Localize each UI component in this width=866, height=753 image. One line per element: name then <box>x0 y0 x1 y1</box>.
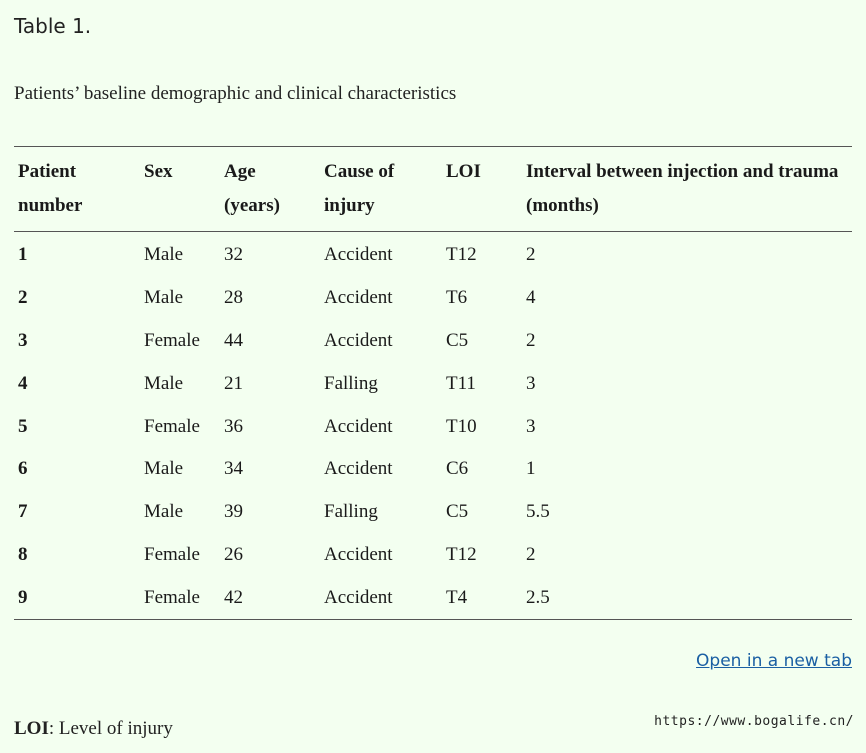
table-body: 1 Male 32 Accident T12 2 2 Male 28 Accid… <box>14 232 852 620</box>
sex-cell: Male <box>144 372 184 394</box>
cause-cell: Accident <box>324 543 393 565</box>
interval-cell: 2 <box>526 244 536 266</box>
age-cell: 44 <box>224 329 243 351</box>
table-row: 4 Male 21 Falling T11 3 <box>14 362 852 405</box>
sex-cell: Female <box>144 586 200 608</box>
table-label: Table 1. <box>14 14 92 38</box>
loi-cell: T12 <box>446 543 477 565</box>
age-cell: 39 <box>224 501 243 523</box>
patient-number: 3 <box>18 329 28 351</box>
table-row: 5 Female 36 Accident T10 3 <box>14 405 852 448</box>
patient-number: 4 <box>18 372 28 394</box>
cause-cell: Accident <box>324 244 393 266</box>
table-row: 3 Female 44 Accident C5 2 <box>14 320 852 363</box>
table-row: 6 Male 34 Accident C6 1 <box>14 448 852 491</box>
interval-cell: 5.5 <box>526 501 550 523</box>
loi-cell: T10 <box>446 415 477 437</box>
loi-cell: C6 <box>446 458 469 480</box>
table-row: 7 Male 39 Falling C5 5.5 <box>14 491 852 534</box>
age-cell: 42 <box>224 586 243 608</box>
sex-cell: Male <box>144 287 184 309</box>
footnote-definition: : Level of injury <box>48 718 173 739</box>
interval-cell: 2.5 <box>526 586 550 608</box>
age-cell: 26 <box>224 543 243 565</box>
cause-cell: Falling <box>324 501 378 523</box>
age-cell: 28 <box>224 287 243 309</box>
header-age: Age (years) <box>224 161 280 216</box>
interval-cell: 3 <box>526 372 536 394</box>
loi-cell: T6 <box>446 287 468 309</box>
sex-cell: Male <box>144 501 184 523</box>
patient-number: 7 <box>18 501 28 523</box>
header-interval: Interval between injection and trauma (m… <box>526 161 839 216</box>
table-header: Patient number Sex Age (years) Cause of … <box>14 146 852 232</box>
table-row: 1 Male 32 Accident T12 2 <box>14 232 852 277</box>
header-cause: Cause of injury <box>324 161 395 216</box>
patient-number: 8 <box>18 543 28 565</box>
table-caption: Patients’ baseline demographic and clini… <box>14 83 457 104</box>
age-cell: 34 <box>224 458 243 480</box>
age-cell: 21 <box>224 372 243 394</box>
cause-cell: Accident <box>324 458 393 480</box>
interval-cell: 3 <box>526 415 536 437</box>
age-cell: 36 <box>224 415 243 437</box>
table-row: 2 Male 28 Accident T6 4 <box>14 277 852 320</box>
interval-cell: 1 <box>526 458 536 480</box>
interval-cell: 2 <box>526 329 536 351</box>
header-patient-number: Patient number <box>18 161 83 216</box>
sex-cell: Male <box>144 458 184 480</box>
patient-number: 9 <box>18 586 28 608</box>
cause-cell: Accident <box>324 329 393 351</box>
patient-number: 6 <box>18 458 28 480</box>
sex-cell: Female <box>144 329 200 351</box>
patient-number: 1 <box>18 244 28 266</box>
header-row: Patient number Sex Age (years) Cause of … <box>14 146 852 232</box>
patient-number: 5 <box>18 415 28 437</box>
open-in-new-tab-link[interactable]: Open in a new tab <box>696 651 852 671</box>
table-row: 9 Female 42 Accident T4 2.5 <box>14 576 852 620</box>
loi-cell: T4 <box>446 586 468 608</box>
cause-cell: Accident <box>324 287 393 309</box>
cause-cell: Accident <box>324 415 393 437</box>
sex-cell: Male <box>144 244 184 266</box>
loi-cell: T11 <box>446 372 476 394</box>
table-row: 8 Female 26 Accident T12 2 <box>14 534 852 577</box>
cause-cell: Accident <box>324 586 393 608</box>
interval-cell: 4 <box>526 287 536 309</box>
watermark: https://www.bogalife.cn/ <box>654 714 854 729</box>
loi-cell: C5 <box>446 501 469 523</box>
interval-cell: 2 <box>526 543 536 565</box>
sex-cell: Female <box>144 543 200 565</box>
header-loi: LOI <box>446 161 481 182</box>
header-sex: Sex <box>144 161 173 182</box>
footnote-abbreviation: LOI <box>14 718 49 739</box>
sex-cell: Female <box>144 415 200 437</box>
patient-table: Patient number Sex Age (years) Cause of … <box>14 146 852 620</box>
loi-cell: C5 <box>446 329 469 351</box>
table-footnote: LOI: Level of injury <box>14 718 173 740</box>
age-cell: 32 <box>224 244 243 266</box>
loi-cell: T12 <box>446 244 477 266</box>
patient-number: 2 <box>18 287 28 309</box>
cause-cell: Falling <box>324 372 378 394</box>
